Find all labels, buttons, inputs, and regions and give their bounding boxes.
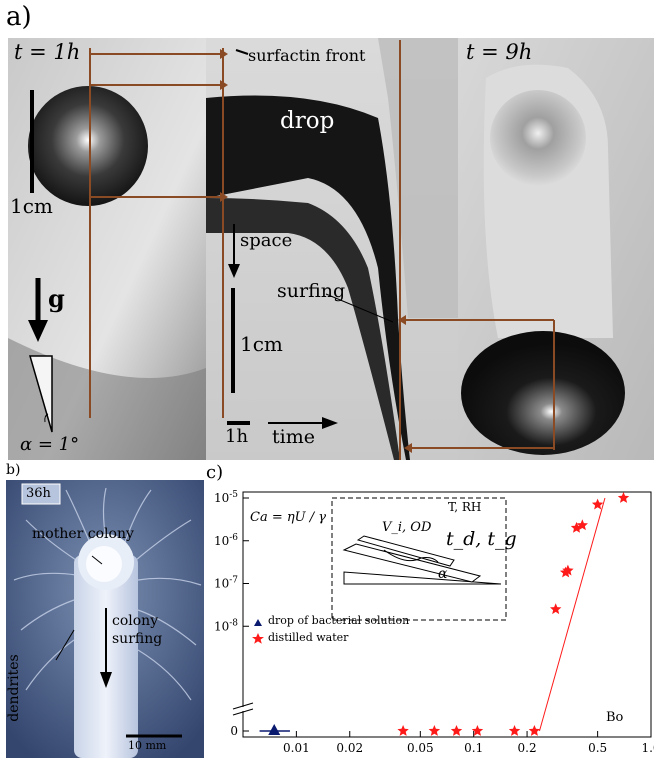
colony-photo	[6, 480, 204, 758]
space-label: space	[240, 230, 293, 251]
y-tick-label: 10-7	[214, 576, 238, 591]
x-tick-label: 0.01	[283, 741, 310, 755]
star-point	[528, 725, 541, 736]
panel-a-photos	[8, 38, 654, 460]
mother-colony-label: mother colony	[32, 526, 134, 542]
x-tick-label: 0.2	[518, 741, 537, 755]
scale-label-mid: 1cm	[240, 332, 283, 356]
time-label-left: t = 1h	[14, 40, 81, 64]
dendrites-label: dendrites	[5, 654, 22, 722]
legend-bacterial: drop of bacterial solution	[268, 614, 410, 627]
surfing-label: surfing	[277, 280, 346, 302]
star-point	[591, 498, 604, 510]
panel-b-label: b)	[6, 462, 21, 478]
star-point	[617, 492, 630, 503]
star-point	[508, 725, 521, 736]
axis-break	[232, 702, 254, 716]
triangle-point	[268, 724, 281, 735]
x-tick-label: 0.1	[464, 741, 483, 755]
gravity-label: g	[48, 284, 65, 313]
colony-surfing-label: colony surfing	[112, 613, 163, 647]
star-point	[576, 519, 588, 531]
panel-c-chart: 0.01 0.02 0.05 0.1 0.2 0.5 1.0 0 10-8 10-7 10-6 10…	[206, 476, 654, 760]
time-badge: 36h	[26, 486, 51, 501]
inset-schematic	[331, 497, 507, 621]
x-tick-label: 0.02	[336, 741, 363, 755]
star-point	[550, 603, 562, 615]
x-tick-label: 0.5	[588, 741, 607, 755]
panel-b-photo	[6, 480, 204, 758]
panel-a-label: a)	[6, 2, 32, 32]
inset-td-tg: t_d, t_g	[446, 528, 517, 550]
star-point	[471, 725, 484, 736]
star-point	[562, 564, 574, 576]
y-tick-label: 0	[230, 724, 238, 738]
panel-b-scale-label: 10 mm	[128, 739, 167, 752]
alpha-label: α = 1°	[20, 434, 80, 455]
star-point	[428, 725, 441, 736]
scale-label-left: 1cm	[10, 194, 53, 218]
inset-conditions: T, RH	[448, 500, 482, 514]
fit-line	[539, 497, 606, 732]
legend-star-marker	[252, 633, 264, 644]
x-tick-label: 0.05	[407, 741, 434, 755]
legend-triangle-marker	[254, 619, 262, 626]
star-point	[570, 521, 583, 533]
y-tick-label: 10-5	[214, 490, 238, 505]
inset-alpha: α	[438, 566, 448, 582]
star-point	[397, 725, 409, 736]
panel-c-label: c)	[206, 462, 224, 483]
time-scale-label: 1h	[225, 426, 249, 447]
inset-vi-od: V_i, OD	[382, 520, 432, 535]
bo-axis-label: Bo	[606, 710, 624, 725]
ca-formula: Ca = ηU / γ	[250, 510, 327, 525]
plot-frame	[242, 491, 652, 738]
drop-label: drop	[280, 108, 335, 134]
time-label-right: t = 9h	[466, 40, 533, 64]
surfactin-front-label: surfactin front	[248, 46, 366, 65]
star-point	[450, 725, 463, 736]
panel-a-figure	[8, 38, 654, 460]
y-tick-label: 10-8	[214, 618, 238, 633]
time-axis-label: time	[272, 426, 315, 448]
chart-canvas: 0.01 0.02 0.05 0.1 0.2 0.5 1.0 0 10-8 10-7 10-6 10…	[214, 490, 654, 755]
legend-water: distilled water	[268, 631, 349, 644]
y-tick-label: 10-6	[214, 533, 238, 548]
x-tick-label: 1.0	[641, 741, 654, 755]
